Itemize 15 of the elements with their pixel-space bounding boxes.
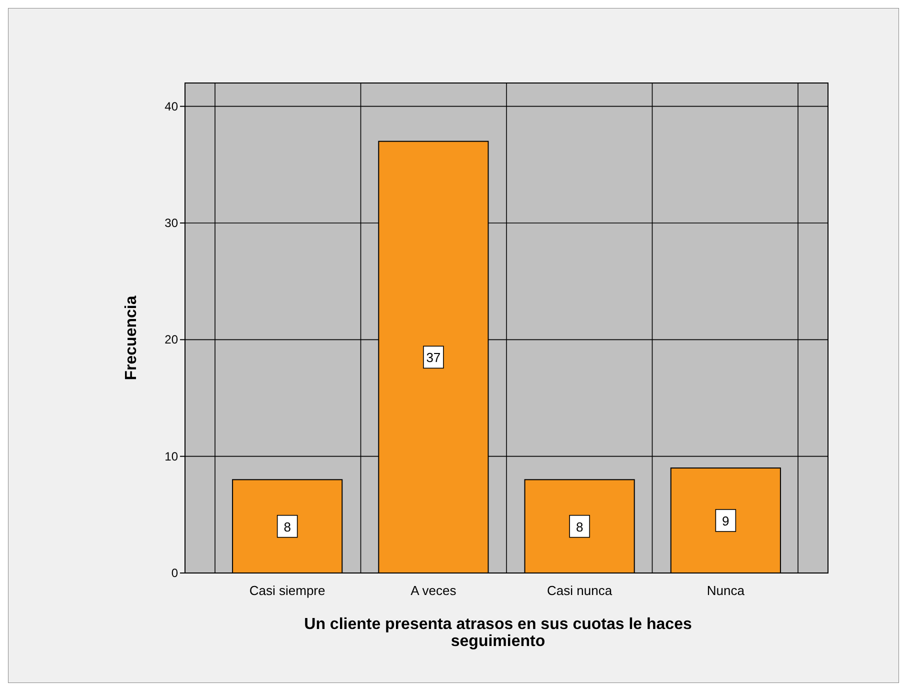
y-tick-label: 40 xyxy=(164,99,178,114)
x-axis-title: Un cliente presenta atrasos en sus cuotas le haces seguimiento xyxy=(304,616,692,650)
y-axis-title: Frecuencia xyxy=(123,296,140,380)
data-label: 8 xyxy=(284,519,291,534)
x-tick-label: Nunca xyxy=(706,583,746,598)
x-tick-label: A veces xyxy=(410,583,457,598)
y-tick-label: 0 xyxy=(171,566,178,580)
y-tick-label: 20 xyxy=(164,332,178,347)
y-tick-label: 30 xyxy=(164,216,178,230)
data-label: 37 xyxy=(426,350,441,366)
x-tick-label: Casi nunca xyxy=(547,583,613,598)
x-tick-label: Casi siempre xyxy=(249,583,326,598)
y-tick-label: 10 xyxy=(164,449,178,464)
data-label: 8 xyxy=(576,519,584,534)
data-label: 9 xyxy=(722,514,730,528)
